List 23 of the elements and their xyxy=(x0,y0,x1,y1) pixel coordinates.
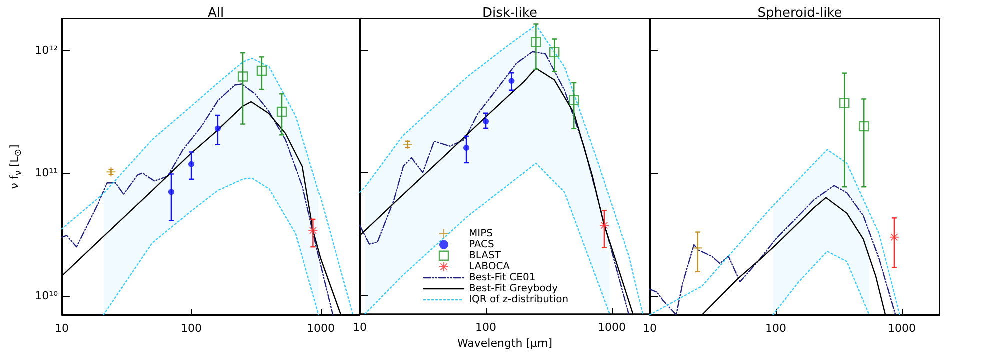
x-tick-label: 100 xyxy=(476,321,497,334)
x-tick-label: 10 xyxy=(55,322,69,335)
legend-label: IQR of z-distribution xyxy=(468,294,569,306)
y-tick-label: 10¹⁰ xyxy=(35,289,59,302)
x-tick-label: 1000 xyxy=(598,321,626,334)
legend-label: Best-Fit Greybody xyxy=(468,284,558,294)
legend-label: MIPS xyxy=(468,228,493,240)
x-tick-label: 1000 xyxy=(888,322,916,335)
legend-label: Best-Fit CE01 xyxy=(468,272,536,284)
x-axis-title: Wavelength [μm] xyxy=(457,337,553,350)
legend-label: LABOCA xyxy=(468,262,510,272)
chart-title: Spheroid-like xyxy=(758,6,842,21)
x-tick-label: 1000 xyxy=(307,322,336,335)
x-tick-label: 10 xyxy=(353,321,367,334)
y-tick-label: 10¹¹ xyxy=(35,166,58,180)
legend-label: BLAST xyxy=(468,250,502,262)
x-tick-label: 10 xyxy=(643,322,657,335)
chart-title: Disk-like xyxy=(482,6,538,21)
x-tick-label: 100 xyxy=(181,322,202,335)
legend-label: PACS xyxy=(468,239,494,250)
x-tick-label: 100 xyxy=(766,322,787,335)
y-tick-label: 10¹² xyxy=(35,44,58,57)
chart-title: All xyxy=(208,6,224,21)
